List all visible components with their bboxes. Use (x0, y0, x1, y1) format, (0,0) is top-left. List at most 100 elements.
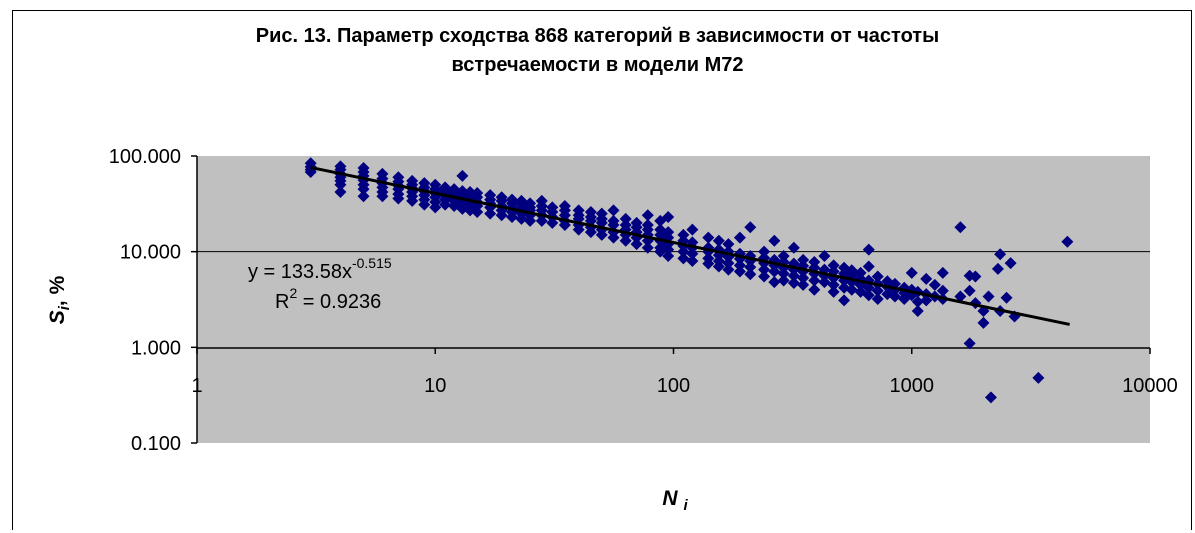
data-point (911, 304, 924, 317)
data-point (787, 269, 800, 282)
data-point (662, 250, 675, 263)
data-point (334, 186, 347, 199)
y-tick-label: 10.000 (120, 242, 181, 264)
data-point (357, 190, 370, 203)
data-point (862, 260, 875, 273)
data-point (808, 283, 821, 296)
trendline (310, 166, 1070, 326)
data-point (662, 243, 675, 256)
data-point (888, 290, 901, 303)
data-point (984, 391, 997, 404)
data-point (827, 278, 840, 291)
x-tick-label: 10 (424, 375, 446, 397)
data-point (928, 278, 941, 291)
data-point (584, 226, 597, 239)
x-tick-label: 10000 (1122, 375, 1178, 397)
data-point (862, 289, 875, 302)
x-axis-ticks: 1 10 100 1000 10000 (191, 348, 1178, 397)
data-point (722, 257, 735, 270)
data-point (954, 290, 967, 303)
data-point (871, 293, 884, 306)
data-point (744, 254, 757, 267)
data-points (304, 157, 1074, 404)
y-axis-ticks: 100.000 10.000 1.000 0.100 (109, 146, 197, 455)
x-tick-label: 100 (657, 375, 690, 397)
data-point (630, 238, 643, 251)
data-point (619, 212, 632, 225)
data-point (768, 276, 781, 289)
data-point (677, 245, 690, 258)
data-point (495, 209, 508, 222)
data-point (787, 241, 800, 254)
data-point (524, 214, 537, 227)
data-point (429, 201, 442, 214)
data-point (418, 198, 431, 211)
data-point (936, 266, 949, 279)
data-point (954, 221, 967, 234)
data-point (607, 204, 620, 217)
data-point (827, 259, 840, 272)
data-point (797, 278, 810, 291)
data-point (733, 231, 746, 244)
data-point (1004, 257, 1017, 270)
data-point (722, 238, 735, 251)
data-point (768, 234, 781, 247)
data-point (744, 268, 757, 281)
data-point (515, 212, 528, 225)
data-point (456, 169, 469, 182)
data-point (484, 207, 497, 220)
data-point (768, 265, 781, 278)
data-point (845, 283, 858, 296)
data-point (686, 254, 699, 267)
data-point (758, 245, 771, 258)
data-point (758, 270, 771, 283)
data-point (797, 272, 810, 285)
data-point (641, 241, 654, 254)
data-point (712, 260, 725, 273)
data-point (991, 262, 1004, 275)
y-tick-label: 0.100 (131, 433, 181, 455)
data-point (905, 266, 918, 279)
data-point (702, 257, 715, 270)
data-point (969, 270, 982, 283)
data-point (963, 337, 976, 350)
data-point (871, 270, 884, 283)
data-point (1061, 235, 1074, 248)
data-point (871, 284, 884, 297)
data-point (758, 263, 771, 276)
data-point (827, 285, 840, 298)
data-point (733, 259, 746, 272)
data-point (787, 277, 800, 290)
data-point (619, 234, 632, 247)
data-point (376, 190, 389, 203)
data-point (641, 209, 654, 222)
x-tick-label: 1 (191, 375, 202, 397)
data-point (982, 290, 995, 303)
data-point (808, 274, 821, 287)
data-point (607, 231, 620, 244)
data-point (546, 216, 559, 229)
data-point (439, 198, 452, 211)
data-point (572, 223, 585, 236)
data-point (471, 205, 484, 218)
data-point (677, 252, 690, 265)
data-point (911, 295, 924, 308)
data-point (977, 316, 990, 329)
data-point (535, 214, 548, 227)
data-point (686, 247, 699, 260)
data-point (595, 228, 608, 241)
data-point (777, 267, 790, 280)
data-point (818, 276, 831, 289)
data-point (744, 261, 757, 274)
y-tick-label: 1.000 (131, 337, 181, 359)
data-point (818, 250, 831, 263)
data-point (406, 194, 419, 207)
data-point (994, 248, 1007, 261)
data-point (777, 274, 790, 287)
y-tick-label: 100.000 (109, 146, 181, 168)
trendline-equation: y = 133.58x-0.515 (248, 255, 392, 283)
data-point (936, 284, 949, 297)
data-point (662, 211, 675, 224)
